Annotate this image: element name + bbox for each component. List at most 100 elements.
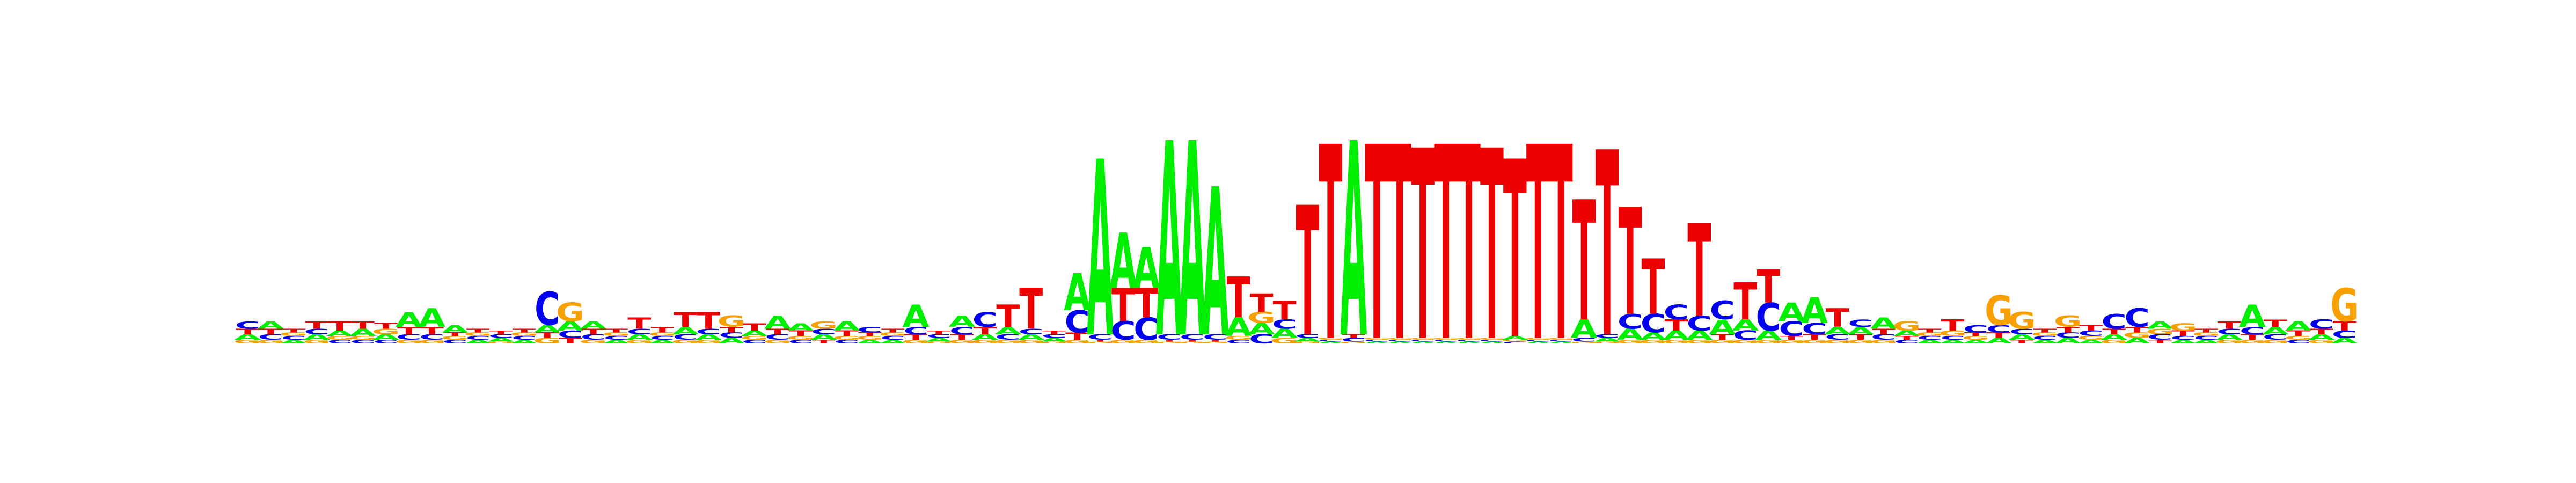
logo-letter-a: A [1294,337,1321,343]
logo-letter-t: T [950,333,974,341]
logo-letter-a: A [349,327,376,339]
logo-letter-c: C [258,333,283,341]
logo-letter-t: T [2287,329,2310,338]
logo-letter-t: T [1664,317,1688,334]
logo-letter-g: G [2031,331,2059,337]
logo-letter-a: A [557,319,584,333]
logo-letter-a: A [2262,325,2289,337]
logo-letter-c: C [1387,339,1413,342]
logo-letter-a: A [2124,336,2150,345]
logo-letter-g: G [1824,339,1852,345]
logo-letter-g: G [1708,339,1737,345]
logo-letter-t: T [720,325,743,334]
logo-letter-t: T [1411,96,1435,399]
logo-letter-g: G [948,339,976,345]
logo-letter-a: A [1317,341,1344,344]
logo-letter-g: G [832,335,861,341]
logo-letter-c: C [2193,335,2219,341]
logo-letter-t: T [2056,325,2080,334]
logo-letter-t: T [1895,335,1919,341]
logo-letter-g: G [1570,341,1598,344]
logo-letter-c: C [535,283,560,336]
logo-letter-c: C [511,335,537,341]
logo-letter-t: T [1526,92,1550,401]
logo-letter-c: C [2263,333,2288,341]
logo-letter-g: G [303,339,331,345]
logo-letter-t: T [2218,319,2242,331]
logo-letter-g: G [602,331,631,337]
logo-letter-t: T [2171,329,2195,338]
logo-letter-g: G [280,331,308,337]
logo-letter-g: G [2054,313,2082,331]
logo-letter-t: T [1319,92,1342,401]
logo-letter-g: G [233,339,262,345]
logo-letter-t: T [1964,331,1988,337]
logo-letter-a: A [2101,333,2127,341]
logo-letter-g: G [671,339,700,345]
logo-letter-a: A [1663,328,1689,343]
logo-letter-g: G [741,335,769,341]
logo-letter-g: G [1086,341,1115,344]
logo-letter-c: C [2055,331,2081,340]
logo-letter-g: G [1017,339,1045,345]
logo-letter-t: T [259,327,282,336]
logo-letter-t: T [1065,331,1089,342]
logo-letter-a: A [1041,337,1067,343]
logo-letter-a: A [1778,298,1805,327]
logo-letter-t: T [1296,170,1320,377]
logo-letter-c: C [2032,335,2058,341]
logo-letter-a: A [695,333,722,341]
logo-letter-g: G [1662,339,1690,345]
logo-letter-c: C [673,333,698,341]
logo-letter-a: A [2193,339,2220,345]
logo-letter-g: G [1869,339,1898,345]
logo-letter-c: C [1710,296,1735,325]
logo-letter-c: C [1940,335,1965,341]
logo-letter-c: C [2102,310,2127,334]
logo-letter-t: T [513,327,537,333]
logo-letter-a: A [1801,290,1828,332]
logo-letter-g: G [1409,338,1437,340]
logo-letter-t: T [2148,339,2172,345]
logo-letter-g: G [510,331,538,337]
logo-letter-a: A [419,304,445,333]
logo-letter-c: C [1479,339,1504,342]
logo-letter-a: A [1179,88,1206,397]
logo-letter-g: G [1132,339,1160,345]
logo-letter-g: G [1063,339,1092,345]
logo-letter-t: T [536,331,559,340]
logo-letter-c: C [650,335,675,341]
logo-letter-g: G [902,339,930,345]
logo-letter-c: C [742,339,767,345]
logo-letter-c: C [1687,312,1712,335]
logo-letter-c: C [1226,339,1251,345]
logo-letter-c: C [1825,333,1850,341]
logo-letter-g: G [2307,339,2336,345]
logo-letter-t: T [1572,167,1596,358]
logo-letter-a: A [1640,331,1667,342]
logo-letter-t: T [420,325,444,337]
logo-letter-c: C [1594,333,1620,339]
logo-letter-t: T [489,330,514,335]
logo-letter-g: G [786,335,815,341]
logo-letter-g: G [1593,341,1621,344]
logo-letter-a: A [2216,333,2243,341]
logo-letter-t: T [927,330,952,335]
logo-letter-g: G [2123,331,2151,340]
logo-letter-c: C [2170,335,2196,341]
logo-letter-c: C [880,335,905,341]
logo-letter-c: C [1364,339,1389,342]
logo-letter-t: T [881,327,905,333]
logo-letter-c: C [581,333,606,341]
logo-letter-a: A [1455,341,1483,344]
logo-letter-c: C [2309,317,2334,332]
logo-letter-t: T [2241,333,2264,341]
logo-letter-c: C [235,319,260,331]
logo-letter-c: C [1087,333,1113,341]
logo-letter-g: G [2169,321,2198,333]
logo-letter-c: C [1894,339,1919,345]
logo-letter-t: T [1480,96,1504,399]
logo-letter-g: G [764,339,792,345]
logo-letter-t: T [1342,333,1366,339]
